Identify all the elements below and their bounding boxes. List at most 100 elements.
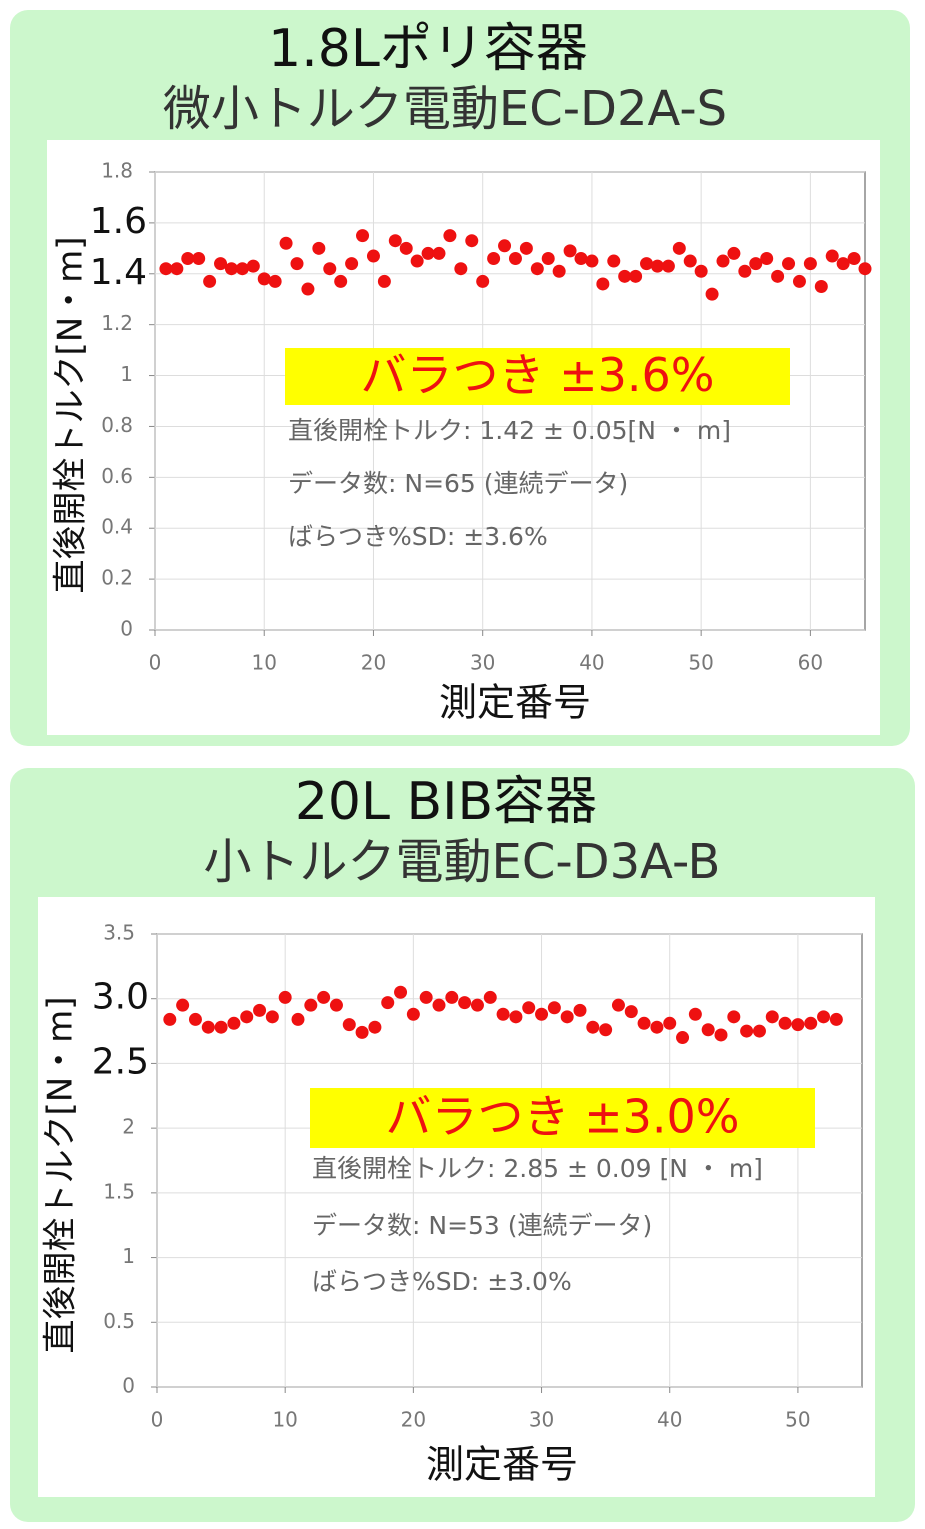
point [858, 262, 872, 276]
annotation: データ数: N=65 (連続データ) [288, 469, 628, 498]
point [829, 1012, 843, 1026]
point [312, 241, 326, 255]
point [676, 1031, 690, 1045]
point [519, 241, 533, 255]
y-tick-label: 1.4 [90, 252, 147, 293]
point [323, 262, 337, 276]
y-tick-label: 2.5 [92, 1041, 149, 1082]
plot-bg [38, 897, 875, 1497]
y-tick-label: 1 [120, 362, 133, 386]
point [345, 257, 359, 271]
point [498, 239, 512, 253]
x-tick-label: 60 [798, 651, 823, 675]
point [394, 985, 408, 999]
x-tick-label: 40 [657, 1408, 682, 1432]
point [487, 252, 501, 266]
point [268, 274, 282, 288]
point [235, 262, 249, 276]
point [476, 274, 490, 288]
point [771, 269, 785, 283]
y-tick-label: 0.8 [101, 413, 133, 437]
y-tick-label: 1.5 [103, 1179, 135, 1203]
point [192, 252, 206, 266]
annotation-highlight: バラつき ±3.0% [385, 1090, 739, 1144]
point [432, 998, 446, 1012]
point [253, 1003, 267, 1017]
x-tick-label: 20 [361, 651, 386, 675]
point [366, 249, 380, 263]
y-tick-label: 1.6 [90, 201, 147, 242]
point [714, 1028, 728, 1042]
annotation: データ数: N=53 (連続データ) [312, 1211, 652, 1240]
x-tick-label: 10 [252, 651, 277, 675]
point [663, 1016, 677, 1030]
point [573, 1003, 587, 1017]
highlight [310, 1088, 815, 1148]
point [791, 1018, 805, 1032]
point [803, 257, 817, 271]
point [778, 1016, 792, 1030]
y-tick-label: 1 [122, 1244, 135, 1268]
point [290, 257, 304, 271]
point [560, 1010, 574, 1024]
point [749, 257, 763, 271]
highlight [285, 348, 790, 405]
point [317, 990, 331, 1004]
point [419, 990, 433, 1004]
point [410, 254, 424, 268]
point [640, 257, 654, 271]
point [611, 998, 625, 1012]
x-tick-label: 50 [785, 1408, 810, 1432]
chart-title: 20L BIB容器 [295, 772, 597, 832]
point [445, 990, 459, 1004]
point [804, 1016, 818, 1030]
point [792, 274, 806, 288]
y-tick-label: 0.4 [101, 515, 133, 539]
point [454, 262, 468, 276]
point [203, 274, 217, 288]
y-axis-label: 直後開栓トルク[N・m] [41, 996, 81, 1353]
point [596, 277, 610, 291]
point [214, 257, 228, 271]
y-tick-label: 0.5 [103, 1309, 135, 1333]
point [399, 241, 413, 255]
x-axis-label: 測定番号 [426, 1443, 578, 1487]
y-tick-label: 3.5 [103, 921, 135, 945]
point [377, 274, 391, 288]
point [170, 262, 184, 276]
point [224, 262, 238, 276]
point [752, 1024, 766, 1038]
point [683, 254, 697, 268]
point [650, 1020, 664, 1034]
y-tick-label: 0.6 [101, 464, 133, 488]
point [727, 246, 741, 260]
point [406, 1007, 420, 1021]
annotation: 直後開栓トルク: 2.85 ± 0.09 [N ・ m] [312, 1154, 763, 1183]
point [599, 1023, 613, 1037]
x-tick-label: 0 [151, 1408, 164, 1432]
point [381, 996, 395, 1010]
point [334, 274, 348, 288]
point [342, 1018, 356, 1032]
annotation: ばらつき%SD: ±3.0% [312, 1267, 572, 1296]
point [443, 229, 457, 243]
point [817, 1010, 831, 1024]
point [201, 1020, 215, 1034]
point [825, 249, 839, 263]
point [530, 262, 544, 276]
point [355, 1025, 369, 1039]
annotation-highlight: バラつき ±3.6% [360, 348, 714, 402]
point [661, 259, 675, 273]
point [301, 282, 315, 296]
y-tick-label: 0.2 [101, 566, 133, 590]
point [738, 264, 752, 278]
point [465, 234, 479, 248]
x-tick-label: 30 [529, 1408, 554, 1432]
point [470, 998, 484, 1012]
point [214, 1020, 228, 1034]
point [483, 990, 497, 1004]
chart-subtitle: 微小トルク電動EC-D2A-S [163, 81, 727, 137]
point [181, 252, 195, 266]
plot-bg [47, 140, 880, 735]
point [388, 234, 402, 248]
